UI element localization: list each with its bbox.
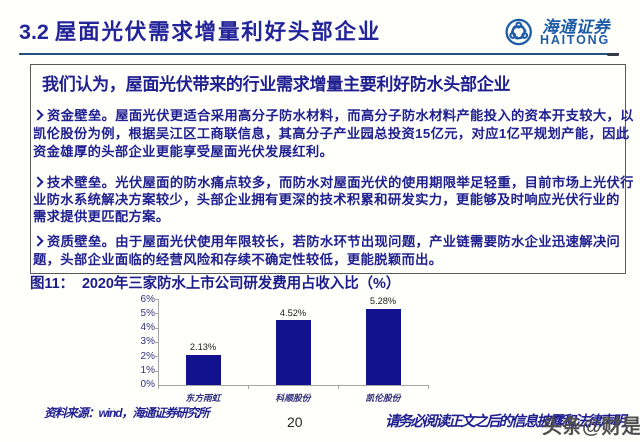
svg-text:海通证券: 海通证券 [542, 18, 611, 37]
svg-text:HAITONG: HAITONG [540, 33, 610, 47]
